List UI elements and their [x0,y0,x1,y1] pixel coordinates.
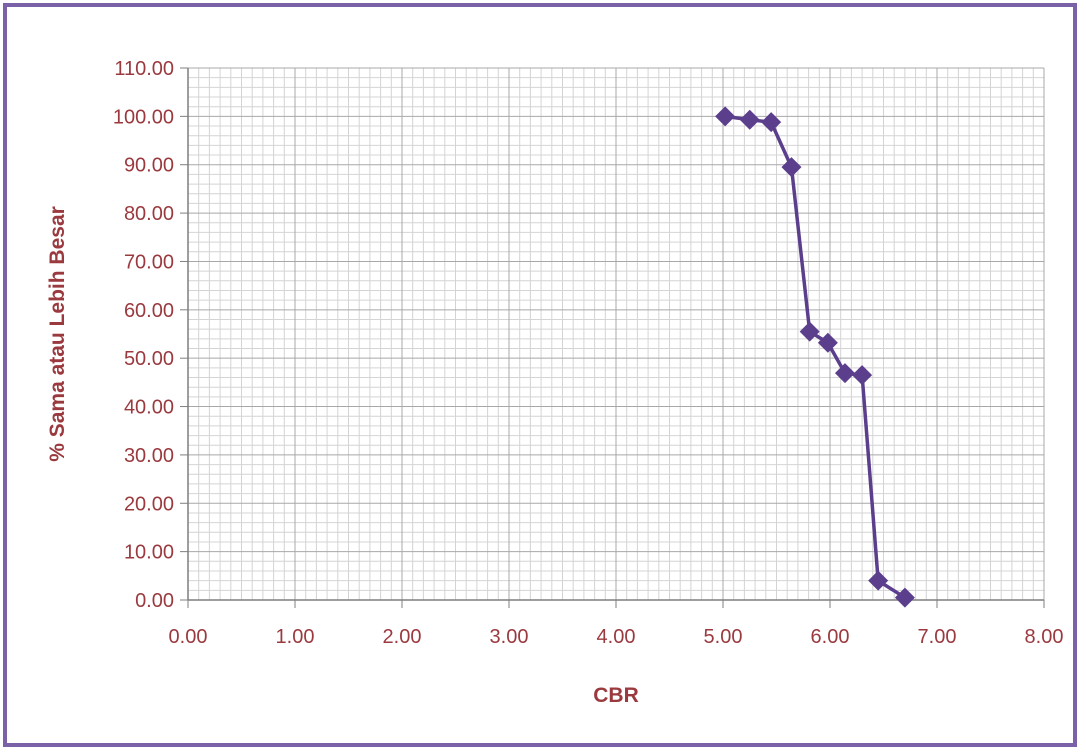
data-point-marker [715,106,736,127]
x-tick-label: 2.00 [383,626,422,648]
x-tick-label: 4.00 [597,626,636,648]
data-point-marker [739,109,760,130]
x-tick-label: 0.00 [169,626,208,648]
y-tick-labels: 0.00 10.00 20.00 30.00 40.00 50.00 60.00 70.00 8… [113,58,174,612]
x-tick-label: 5.00 [704,626,743,648]
x-axis-title: CBR [593,684,639,707]
data-point-marker [799,321,820,342]
y-tick-label: 20.00 [124,493,174,515]
grid-major [187,67,1045,601]
y-tick-label: 40.00 [124,397,174,419]
data-point-marker [894,587,915,608]
y-tick-label: 10.00 [124,542,174,564]
y-tick-label: 30.00 [124,445,174,467]
data-point-marker [868,570,889,591]
x-tick-label: 8.00 [1025,626,1064,648]
x-tick-label: 1.00 [276,626,315,648]
data-point-marker [817,332,838,353]
y-tick-label: 110.00 [114,58,174,80]
data-point-marker [781,157,802,178]
x-tick-label: 6.00 [811,626,850,648]
y-axis-title: % Sama atau Lebih Besar [46,206,69,462]
axes [180,67,1045,608]
y-tick-label: 70.00 [124,251,174,273]
data-point-marker [761,112,782,133]
x-tick-labels: 0.00 1.00 2.00 3.00 4.00 5.00 6.00 7.00 8.00 [169,626,1064,648]
y-tick-label: 60.00 [124,300,174,322]
data-point-marker [852,365,873,386]
y-tick-label: 50.00 [124,348,174,370]
series-line [724,114,906,600]
y-tick-label: 90.00 [124,155,174,177]
x-tick-label: 3.00 [490,626,529,648]
chart-frame [3,3,1077,747]
y-tick-label: 0.00 [135,590,174,612]
data-series [715,106,915,608]
y-tick-label: 80.00 [124,203,174,225]
y-tick-label: 100.00 [113,106,174,128]
data-point-marker [834,363,855,384]
x-tick-label: 7.00 [918,626,957,648]
